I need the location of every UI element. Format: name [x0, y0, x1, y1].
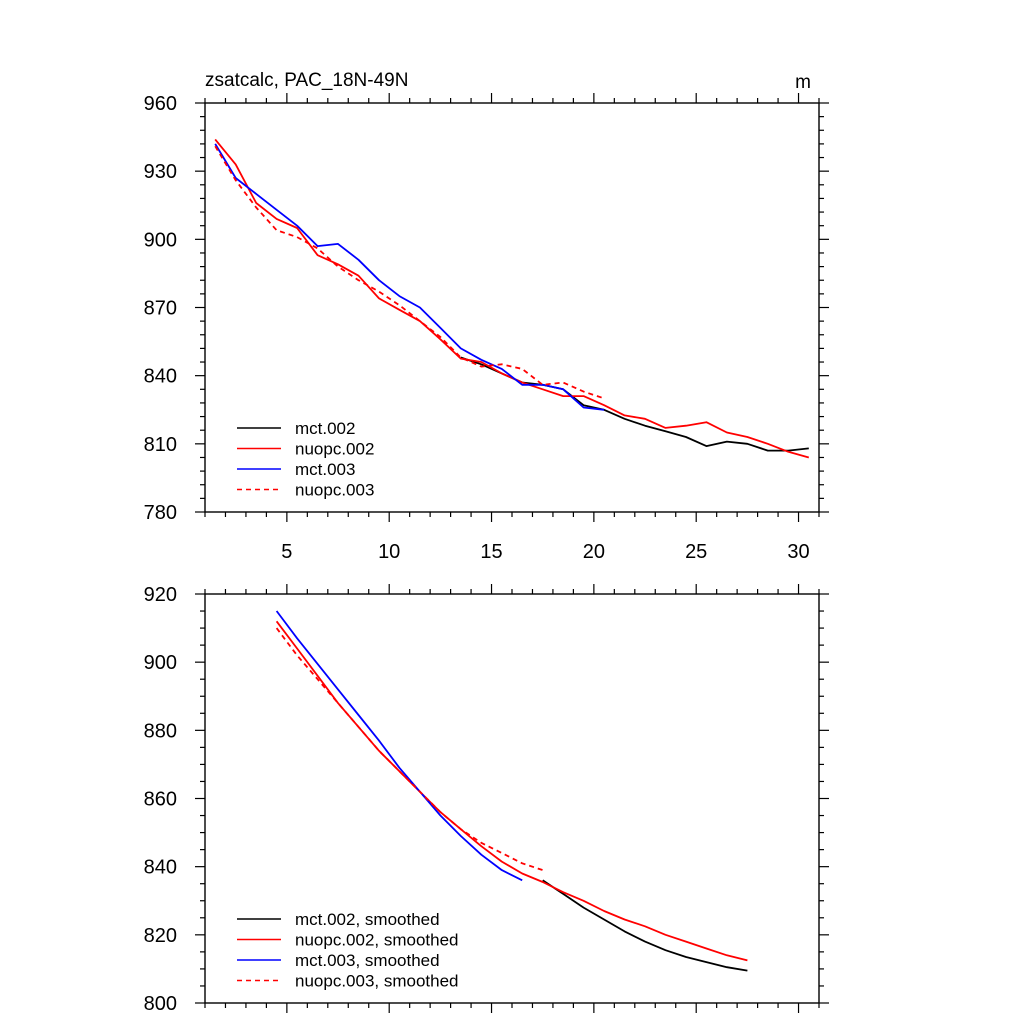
bottom-panel: 800 820 840 860 880 900 920 mct.002, smoothed nu…	[144, 584, 829, 1015]
legend-label-2: mct.003, smoothed	[295, 951, 440, 970]
x-tick-label: 20	[583, 541, 605, 563]
series-line-3	[214, 145, 605, 400]
series-line-2	[214, 143, 605, 411]
y-tick-label: 870	[144, 298, 177, 320]
y-tick-label: 840	[144, 857, 177, 879]
y-tick-label: 960	[144, 93, 177, 115]
y-tick-label: 820	[144, 925, 177, 947]
x-tick-label: 15	[480, 541, 502, 563]
legend-label-3: nuopc.003, smoothed	[295, 972, 459, 991]
x-tick-label: 25	[685, 541, 707, 563]
y-tick-label: 920	[144, 584, 177, 606]
legend-label-2: mct.003	[295, 460, 355, 479]
y-tick-label: 930	[144, 161, 177, 183]
y-tick-label: 900	[144, 229, 177, 251]
y-tick-label: 800	[144, 993, 177, 1015]
chart-title: zsatcalc, PAC_18N-49N	[205, 70, 408, 91]
y-tick-label: 880	[144, 720, 177, 742]
top-panel: 5 10 15 20 25 30 780 810 840 870 900 930 960 zsatcalc…	[144, 70, 829, 563]
legend-label-1: nuopc.002, smoothed	[295, 931, 459, 950]
y-tick-label: 780	[144, 502, 177, 524]
legend-label-3: nuopc.003	[295, 481, 374, 500]
x-tick-label: 10	[378, 541, 400, 563]
x-tick-label: 30	[787, 541, 809, 563]
legend-label-0: mct.002, smoothed	[295, 910, 440, 929]
y-tick-label: 860	[144, 789, 177, 811]
legend-label-0: mct.002	[295, 419, 355, 438]
series-line-2	[275, 610, 523, 882]
series-line-0	[542, 879, 748, 972]
legend-label-1: nuopc.002	[295, 440, 374, 459]
series-line-1	[275, 620, 748, 962]
y-tick-label: 900	[144, 652, 177, 674]
units-label: m	[795, 72, 811, 93]
x-tick-label: 5	[281, 541, 292, 563]
y-tick-label: 810	[144, 434, 177, 456]
y-tick-label: 840	[144, 366, 177, 388]
series-line-3	[275, 627, 543, 871]
